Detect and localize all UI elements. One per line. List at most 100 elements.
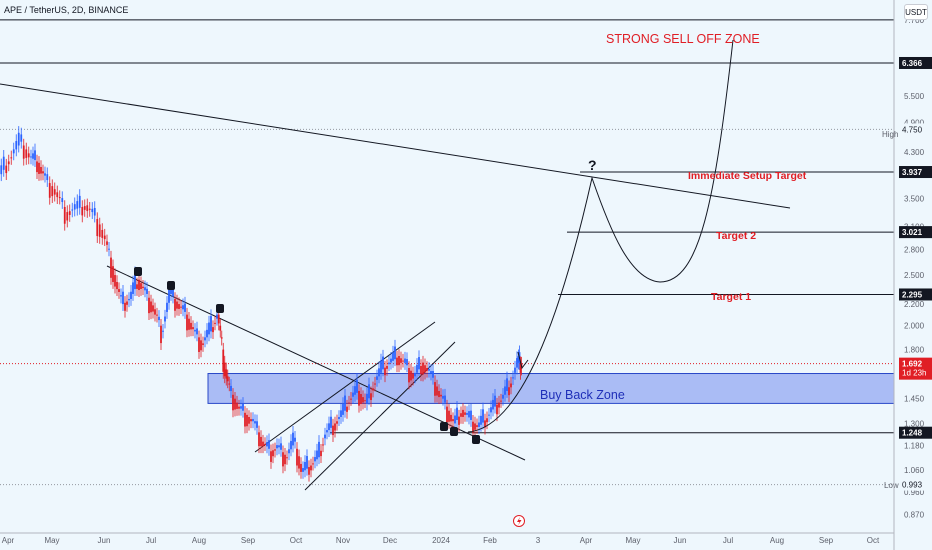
candle-body [220,337,223,339]
time-tick-label: Oct [867,536,880,545]
candle-body [488,414,490,416]
candle-body [392,352,394,361]
extreme-tag [899,478,932,491]
candle-body [244,412,246,427]
candle-body [400,358,402,363]
candle-body [330,416,332,428]
candle-body [444,395,446,403]
candle-body [81,206,84,216]
level-price-text: 3.021 [902,228,923,237]
candle-body [266,442,268,447]
trend-lines [0,83,791,491]
buy-back-zone-rect[interactable] [207,373,895,404]
candle-body [304,461,306,471]
candle-body [288,449,290,454]
price-tick-label: 1.800 [904,346,925,355]
candle-body [390,358,392,363]
candle-body [86,205,89,211]
candle-body [40,167,42,174]
candle-body [410,370,412,381]
candle-body [456,407,458,420]
candle-body [110,257,112,278]
candle-body [376,376,378,380]
hand-icon-shape [216,304,224,313]
candle-body [61,198,64,202]
flash-icon[interactable] [513,515,525,527]
candle-body [318,441,320,458]
candle-body [458,416,460,425]
candle-body [63,206,66,224]
candle-body [206,329,208,338]
candle-body [5,165,8,174]
candle-body [290,440,292,450]
candle-body [150,301,152,313]
candle-body [408,367,410,383]
candle-body [386,365,388,369]
symbol-title[interactable]: APE / TetherUS, 2D, BINANCE [4,5,129,15]
time-tick-label: Aug [770,536,784,545]
candle-body [476,425,478,427]
currency-button[interactable]: USDT [904,4,928,20]
candle-body [316,450,318,460]
candle-body [225,369,228,379]
candle-body [53,189,56,195]
hand-icon-shape [167,281,175,290]
candle-body [366,393,368,404]
candle-body [324,434,326,439]
candle-body [214,322,216,324]
hand-icon [450,427,458,436]
candle-body [222,349,225,372]
candle-body [356,379,358,393]
candle-body [424,365,426,373]
hand-icon-shape [134,267,142,276]
low-label: Low [884,481,899,490]
price-tick-label: 2.000 [904,322,925,331]
candle-body [388,362,390,365]
price-tick-label: 1.300 [904,419,925,428]
candle-body [142,286,144,289]
candle-body [260,436,262,447]
price-tick-label: 2.500 [904,271,925,280]
candle-body [216,314,218,319]
price-tick-label: 4.900 [904,118,925,127]
candle-body [286,457,288,459]
candle-body [468,411,470,418]
candle-body [270,451,272,462]
candle-body [422,362,424,375]
x-axis: Apr May Jun Jul Aug Sep Oct Nov Dec 2024 Feb 3 Apr Ma… [0,532,894,545]
candle-body [232,394,234,411]
candle-body [426,367,428,371]
candle-body [472,421,474,433]
candle-body [350,398,352,400]
candle-body [252,418,254,422]
price-axis[interactable]: 7.7005.5004.9004.3003.5003.1002.8002.500… [893,0,925,550]
candle-body [506,378,508,391]
candle-body [446,406,448,423]
candle-body [338,416,340,420]
candle-body [478,422,480,427]
candle-body [168,289,170,303]
candle-body [130,291,132,299]
candle-body [192,327,194,330]
price-tick-label: 7.700 [904,16,925,25]
candle-body [510,383,512,388]
candle-body [254,421,256,424]
candle-body [132,282,134,294]
candle-body [10,157,13,159]
candle-body [470,410,472,420]
time-tick-label: Jun [674,536,687,545]
candle-body [78,195,81,208]
candle-body [146,288,148,294]
candle-body [374,383,376,385]
buy-back-zone[interactable] [207,373,895,404]
candle-body [258,432,260,447]
candle-body [246,414,248,427]
candle-body [504,386,506,395]
candle-body [420,365,422,375]
projection-arrow [517,351,529,370]
candle-body [12,149,15,154]
time-tick-label: Feb [483,536,497,545]
